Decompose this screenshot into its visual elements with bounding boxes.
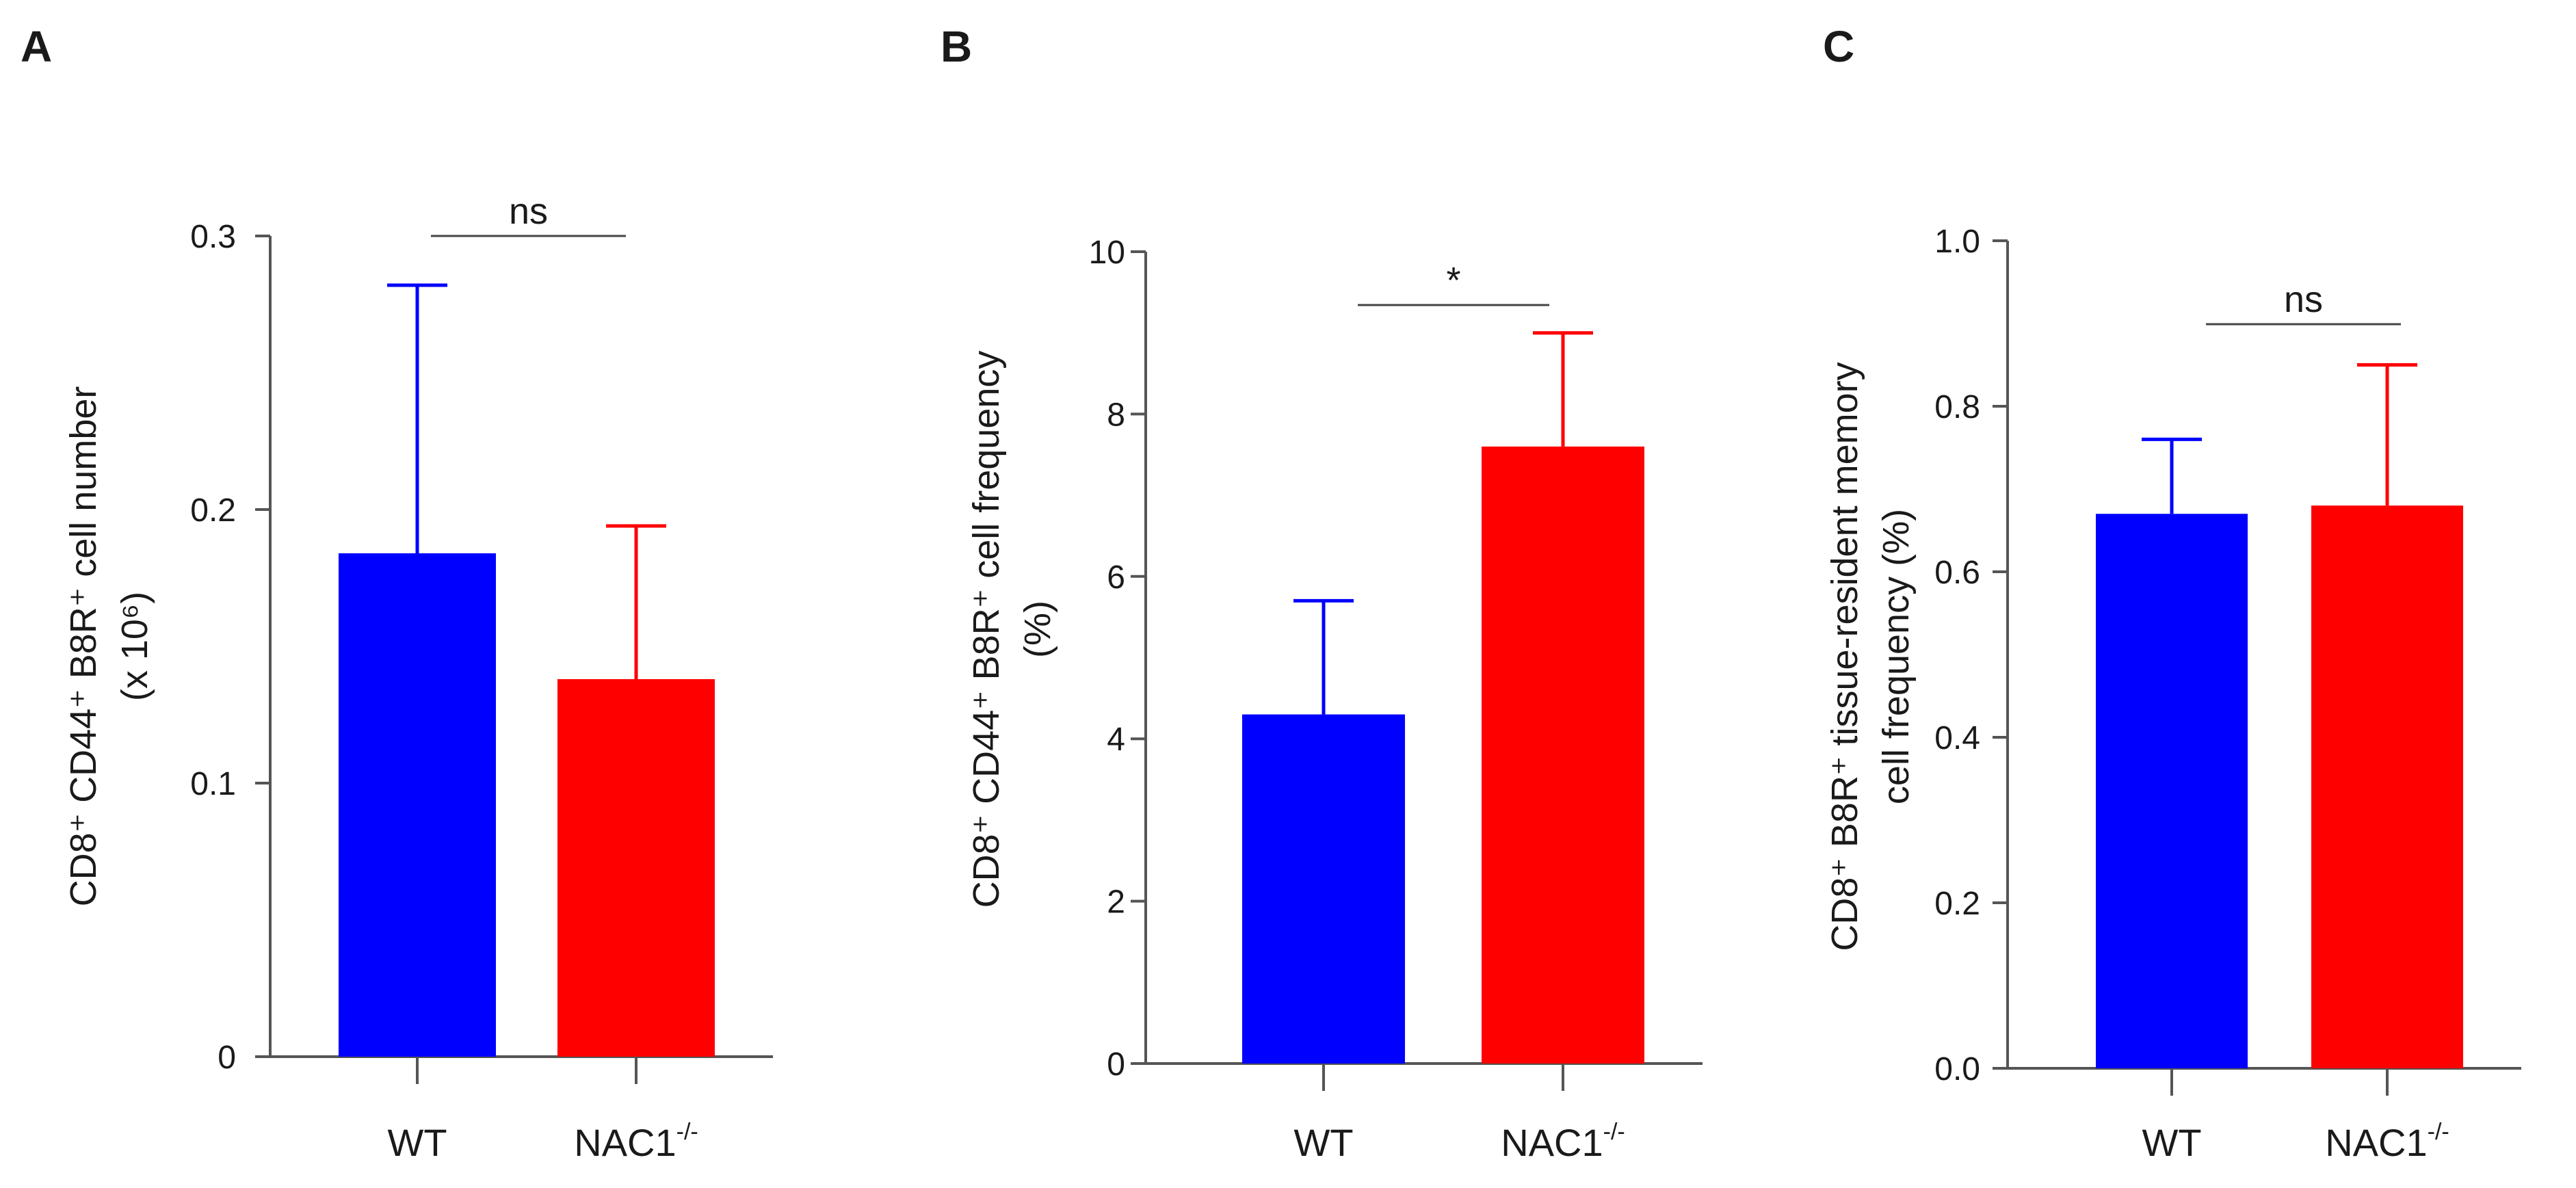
panel-letter: C	[1823, 22, 1854, 71]
y-axis-label: CD8⁺ B8R⁺ tissue-resident memory	[1824, 362, 1865, 951]
y-tick-label: 0.4	[1934, 720, 1980, 756]
x-category-label: NAC1-/-	[2325, 1119, 2449, 1164]
bar-wt	[2096, 514, 2248, 1068]
panel-c: C 0.0 0.2 0.4 0.6 0.8 1.0 WT NAC1-/- CD8⁺ B8R⁺ ti…	[1823, 22, 2521, 1164]
significance-label: ns	[2284, 279, 2323, 320]
y-tick-label: 1.0	[1934, 224, 1980, 260]
y-tick-label: 0.6	[1934, 555, 1980, 591]
significance-label: ns	[509, 191, 548, 232]
y-tick-label: 0.1	[190, 766, 236, 802]
y-axis-label-line2: (x 10⁶)	[114, 592, 155, 701]
y-tick-label: 6	[1107, 559, 1125, 596]
y-tick-label: 4	[1107, 722, 1125, 758]
bar-nac1-	[2311, 505, 2463, 1068]
y-axis-label: CD8⁺ CD44⁺ B8R⁺ cell frequency	[966, 351, 1007, 908]
bar-nac1-	[1482, 446, 1644, 1064]
y-axis-label-line2: (%)	[1017, 600, 1058, 658]
y-tick-label: 0.2	[190, 492, 236, 529]
y-tick-label: 8	[1107, 397, 1125, 433]
y-tick-label: 0	[1107, 1046, 1125, 1083]
y-tick-label: 0.8	[1934, 389, 1980, 425]
y-tick-label: 0.0	[1934, 1051, 1980, 1087]
y-axis-label-line2: cell frequency (%)	[1876, 509, 1917, 804]
y-tick-label: 0.3	[190, 219, 236, 255]
y-tick-label: 0.2	[1934, 886, 1980, 922]
x-category-label: NAC1-/-	[1501, 1119, 1625, 1164]
y-tick-label: 10	[1089, 235, 1125, 271]
y-tick-label: 0	[218, 1040, 236, 1076]
panel-letter: B	[941, 22, 972, 71]
x-category-label: WT	[2142, 1121, 2201, 1164]
significance-label: *	[1446, 260, 1460, 301]
panel-a: A 0 0.1 0.2 0.3 WT NAC1-/- CD8⁺ CD44⁺ B8R⁺ cell…	[21, 22, 773, 1164]
y-axis-label: CD8⁺ CD44⁺ B8R⁺ cell number	[63, 386, 104, 907]
x-category-label: WT	[1293, 1121, 1353, 1164]
panel-b: B 0 2 4 6 8 10 WT NAC1-/- CD8⁺ CD44⁺ B8R⁺ cell fr…	[941, 22, 1703, 1164]
y-tick-label: 2	[1107, 884, 1125, 921]
x-category-label: WT	[387, 1121, 447, 1164]
bar-nac1-	[557, 679, 715, 1057]
bar-wt	[339, 553, 496, 1057]
x-category-label: NAC1-/-	[574, 1119, 698, 1164]
panel-letter: A	[21, 22, 52, 71]
bar-wt	[1242, 714, 1405, 1064]
